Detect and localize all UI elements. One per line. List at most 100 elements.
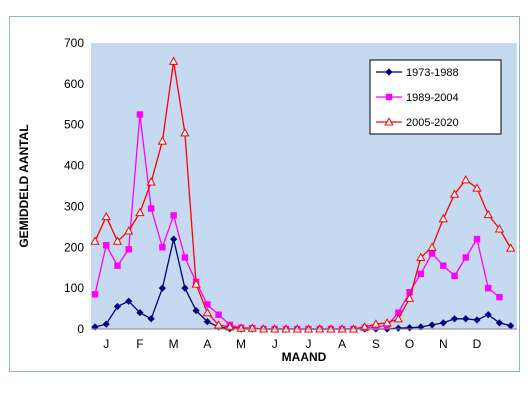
x-tick-label: O <box>405 337 414 351</box>
y-tick-label: 300 <box>64 199 84 213</box>
data-point <box>439 319 447 327</box>
data-point <box>359 322 370 331</box>
data-point <box>125 297 133 305</box>
data-point <box>113 302 122 311</box>
y-tick-label: 500 <box>64 118 84 132</box>
x-axis-label: MAAND <box>282 350 327 364</box>
x-tick-label: A <box>338 337 346 351</box>
legend-item: 2005-2020 <box>376 117 459 129</box>
data-point <box>213 320 224 329</box>
data-point <box>473 316 481 324</box>
x-tick-label: F <box>136 337 143 351</box>
y-tick-label: 0 <box>77 322 84 336</box>
x-tick-label: A <box>203 337 211 351</box>
data-point <box>404 293 415 302</box>
data-point <box>416 252 426 262</box>
data-point <box>384 117 394 126</box>
data-point <box>485 284 492 292</box>
data-point <box>385 93 393 101</box>
data-point <box>428 321 436 329</box>
data-point <box>483 209 493 219</box>
data-point <box>180 128 190 137</box>
data-point <box>102 320 110 328</box>
data-point <box>147 205 155 212</box>
legend-item: 1989-2004 <box>376 92 459 104</box>
data-point <box>146 177 156 186</box>
data-point <box>427 242 437 251</box>
data-point <box>394 324 402 332</box>
data-point <box>136 309 144 317</box>
data-point <box>91 323 99 331</box>
legend-label: 1973-1988 <box>406 67 459 79</box>
data-point <box>393 313 403 323</box>
data-point <box>215 311 222 318</box>
data-point <box>472 183 482 192</box>
data-point <box>136 111 144 118</box>
x-tick-label: D <box>473 337 482 351</box>
data-point <box>484 311 492 319</box>
data-point <box>496 293 503 301</box>
data-point <box>473 235 481 243</box>
data-point <box>406 289 413 296</box>
data-point <box>159 244 166 251</box>
line-chart: 0 100 200 300 400 500 600 700 J F M A M J J A S O N D GEMI… <box>17 36 517 364</box>
data-point <box>461 175 471 184</box>
legend-label: 2005-2020 <box>406 117 459 129</box>
data-point <box>168 56 179 65</box>
x-tick-label: S <box>372 337 380 351</box>
y-tick-label: 400 <box>64 159 84 173</box>
chart-frame: 0 100 200 300 400 500 600 700 J F M A M J J A S O N D GEMI… <box>9 16 520 372</box>
series-2005-2020 <box>90 56 516 333</box>
y-tick-label: 200 <box>64 240 84 254</box>
data-point <box>147 315 155 323</box>
data-point <box>191 279 201 288</box>
data-point <box>449 189 460 198</box>
data-point <box>385 68 393 76</box>
data-point <box>405 324 414 332</box>
data-point <box>181 254 189 261</box>
data-point <box>90 236 100 245</box>
y-axis-ticks: 0 100 200 300 400 500 600 700 <box>64 36 84 336</box>
data-point <box>112 236 123 245</box>
data-point <box>124 226 134 235</box>
data-point <box>462 315 470 323</box>
y-tick-label: 600 <box>64 77 84 91</box>
data-point <box>440 262 447 269</box>
data-point <box>202 307 212 317</box>
data-point <box>450 315 459 323</box>
x-tick-label: M <box>236 337 246 351</box>
data-point <box>101 211 111 221</box>
data-point <box>192 307 200 315</box>
data-point <box>170 235 178 243</box>
data-point <box>157 136 168 145</box>
data-point <box>203 318 211 326</box>
y-axis-label: GEMIDDELD AANTAL <box>17 124 31 247</box>
data-point <box>428 250 436 257</box>
legend-label: 1989-2004 <box>406 92 459 104</box>
data-point <box>135 207 145 217</box>
data-point <box>181 284 189 292</box>
data-point <box>507 322 515 330</box>
data-point <box>417 270 425 278</box>
data-point <box>125 246 132 253</box>
data-point <box>451 272 458 280</box>
data-point <box>236 323 246 332</box>
data-point <box>494 224 505 233</box>
y-tick-label: 700 <box>64 36 84 50</box>
data-point <box>91 291 99 298</box>
data-point <box>495 319 504 327</box>
data-point <box>158 284 167 292</box>
data-point <box>114 262 121 269</box>
data-point <box>371 319 381 328</box>
data-point <box>395 309 402 316</box>
data-point <box>225 322 235 331</box>
data-point <box>247 323 257 332</box>
legend: 1973-1988 1989-2004 2005-2020 <box>369 59 502 135</box>
x-tick-label: N <box>439 337 448 351</box>
data-point <box>382 318 392 327</box>
data-point <box>204 301 211 308</box>
data-point <box>462 254 469 261</box>
data-point <box>103 242 110 249</box>
data-point <box>506 243 516 252</box>
